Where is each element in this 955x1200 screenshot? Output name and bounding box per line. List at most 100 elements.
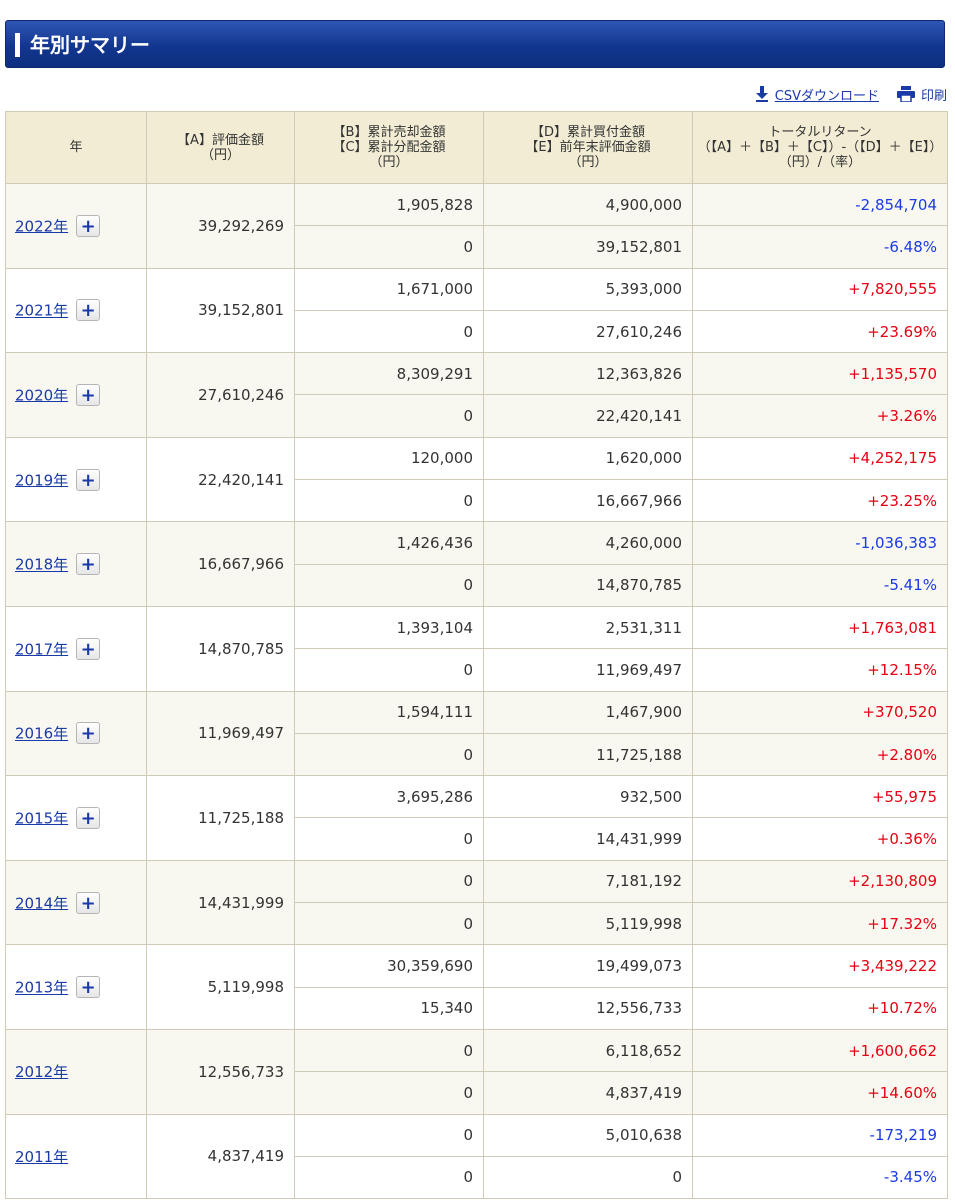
total-return-rate-cell: +2.80% xyxy=(692,732,948,777)
year-cell: 2014年 + xyxy=(5,859,147,946)
cumulative-distribution-cell: 0 xyxy=(294,902,484,946)
year-link[interactable]: 2019年 xyxy=(15,471,69,490)
cumulative-sold-cell: 1,426,436 xyxy=(294,521,484,565)
cumulative-sold-cell: 1,905,828 xyxy=(294,182,484,227)
year-cell: 2016年 + xyxy=(5,690,147,777)
year-cell: 2020年 + xyxy=(5,352,147,438)
year-link[interactable]: 2012年 xyxy=(15,1063,69,1082)
total-return-rate-cell: -6.48% xyxy=(692,225,948,269)
year-link[interactable]: 2016年 xyxy=(15,724,69,743)
table-row: 2020年 +27,610,246 8,309,291 12,363,826 +1,13… xyxy=(5,352,948,438)
valuation-cell: 27,610,246 xyxy=(146,352,295,438)
cumulative-distribution-cell: 0 xyxy=(294,648,484,692)
expand-button[interactable]: + xyxy=(76,637,101,660)
cumulative-sold-cell: 1,671,000 xyxy=(294,267,484,311)
prev-year-valuation-cell: 11,725,188 xyxy=(483,732,693,777)
cumulative-purchase-cell: 7,181,192 xyxy=(483,859,693,904)
total-return-yen-cell: +370,520 xyxy=(692,690,948,734)
cumulative-distribution-cell: 0 xyxy=(294,394,484,438)
valuation-cell: 11,725,188 xyxy=(146,775,295,861)
table-row: 2022年 +39,292,269 1,905,828 4,900,000 -2,854… xyxy=(5,182,948,269)
table-row: 2012年 12,556,733 0 6,118,652 +1,600,662 xyxy=(5,1028,948,1115)
valuation-cell: 12,556,733 xyxy=(146,1028,295,1115)
valuation-cell: 14,870,785 xyxy=(146,605,295,692)
prev-year-valuation-cell: 11,969,497 xyxy=(483,648,693,692)
print-link[interactable]: 印刷 xyxy=(896,85,947,104)
year-link[interactable]: 2011年 xyxy=(15,1147,69,1166)
year-link[interactable]: 2020年 xyxy=(15,386,69,405)
year-link[interactable]: 2021年 xyxy=(15,301,69,320)
expand-button[interactable]: + xyxy=(76,468,101,491)
total-return-rate-cell: +23.69% xyxy=(692,309,948,354)
prev-year-valuation-cell: 14,870,785 xyxy=(483,563,693,607)
expand-button[interactable]: + xyxy=(76,806,101,829)
valuation-cell: 39,292,269 xyxy=(146,183,295,269)
prev-year-valuation-cell: 0 xyxy=(483,1155,693,1200)
cumulative-distribution-cell: 0 xyxy=(294,1155,484,1200)
csv-download-link[interactable]: CSVダウンロード xyxy=(755,85,879,104)
table-row: 2019年 +22,420,141 120,000 1,620,000 +4,252,1… xyxy=(5,436,948,523)
toolbar: CSVダウンロード 印刷 xyxy=(755,84,947,104)
year-cell: 2019年 + xyxy=(5,436,147,523)
cumulative-sold-cell: 1,594,111 xyxy=(294,690,484,734)
year-link[interactable]: 2022年 xyxy=(15,217,69,236)
table-header-row: 年 【A】評価金額 （円） 【B】累計売却金額 【C】累計分配金額 （円） 【D】累計… xyxy=(5,111,948,184)
cumulative-sold-cell: 120,000 xyxy=(294,436,484,481)
prev-year-valuation-cell: 12,556,733 xyxy=(483,986,693,1030)
cumulative-distribution-cell: 0 xyxy=(294,732,484,777)
year-cell: 2013年 + xyxy=(5,944,147,1030)
expand-button[interactable]: + xyxy=(76,383,101,406)
cumulative-sold-cell: 8,309,291 xyxy=(294,352,484,396)
table-row: 0 0 -3.45% xyxy=(6,1155,948,1200)
table-row: 0 5,119,998 +17.32% xyxy=(6,902,948,946)
valuation-cell: 16,667,966 xyxy=(146,521,295,607)
page-title: 年別サマリー xyxy=(30,33,150,57)
prev-year-valuation-cell: 4,837,419 xyxy=(483,1071,693,1115)
total-return-rate-cell: +17.32% xyxy=(692,902,948,946)
table-row: 2013年 +5,119,998 30,359,690 19,499,073 +3,43… xyxy=(5,944,948,1030)
expand-button[interactable]: + xyxy=(76,976,101,999)
valuation-cell: 4,837,419 xyxy=(146,1113,295,1200)
cumulative-distribution-cell: 0 xyxy=(294,479,484,523)
total-return-yen-cell: -173,219 xyxy=(692,1113,948,1157)
year-link[interactable]: 2013年 xyxy=(15,978,69,997)
valuation-cell: 5,119,998 xyxy=(146,944,295,1030)
year-link[interactable]: 2014年 xyxy=(15,894,69,913)
table-row: 2011年 4,837,419 0 5,010,638 -173,219 xyxy=(5,1113,948,1200)
table-row: 0 11,725,188 +2.80% xyxy=(6,732,948,777)
cumulative-sold-cell: 0 xyxy=(294,1113,484,1157)
cumulative-purchase-cell: 5,393,000 xyxy=(483,267,693,311)
total-return-rate-cell: -3.45% xyxy=(692,1155,948,1200)
expand-button[interactable]: + xyxy=(76,214,101,237)
total-return-yen-cell: +3,439,222 xyxy=(692,944,948,988)
cumulative-sold-cell: 1,393,104 xyxy=(294,605,484,650)
csv-download-label: CSVダウンロード xyxy=(774,88,879,104)
year-link[interactable]: 2015年 xyxy=(15,809,69,828)
year-link[interactable]: 2018年 xyxy=(15,555,69,574)
year-cell: 2022年 + xyxy=(5,183,147,269)
prev-year-valuation-cell: 14,431,999 xyxy=(483,817,693,861)
table-row: 2021年 +39,152,801 1,671,000 5,393,000 +7,820… xyxy=(5,267,948,354)
total-return-yen-cell: +2,130,809 xyxy=(692,859,948,904)
expand-button[interactable]: + xyxy=(76,553,101,576)
col-header-purchase-prev-valuation: 【D】累計買付金額 【E】前年末評価金額 （円） xyxy=(483,111,693,184)
total-return-yen-cell: +55,975 xyxy=(692,775,948,819)
total-return-rate-cell: +0.36% xyxy=(692,817,948,861)
col-header-total-return: トータルリターン （【A】＋【B】＋【C】）-（【D】＋【E】） （円）/（率） xyxy=(692,111,948,184)
year-cell: 2018年 + xyxy=(5,521,147,607)
table-row: 2015年 +11,725,188 3,695,286 932,500 +55,975 xyxy=(5,775,948,861)
cumulative-sold-cell: 3,695,286 xyxy=(294,775,484,819)
table-row: 0 22,420,141 +3.26% xyxy=(6,394,948,438)
total-return-rate-cell: +10.72% xyxy=(692,986,948,1030)
total-return-rate-cell: +12.15% xyxy=(692,648,948,692)
prev-year-valuation-cell: 22,420,141 xyxy=(483,394,693,438)
year-cell: 2011年 xyxy=(5,1113,147,1200)
cumulative-purchase-cell: 5,010,638 xyxy=(483,1113,693,1157)
expand-button[interactable]: + xyxy=(76,299,101,322)
expand-button[interactable]: + xyxy=(76,891,101,914)
cumulative-purchase-cell: 12,363,826 xyxy=(483,352,693,396)
year-cell: 2015年 + xyxy=(5,775,147,861)
cumulative-purchase-cell: 1,467,900 xyxy=(483,690,693,734)
expand-button[interactable]: + xyxy=(76,722,101,745)
year-link[interactable]: 2017年 xyxy=(15,640,69,659)
